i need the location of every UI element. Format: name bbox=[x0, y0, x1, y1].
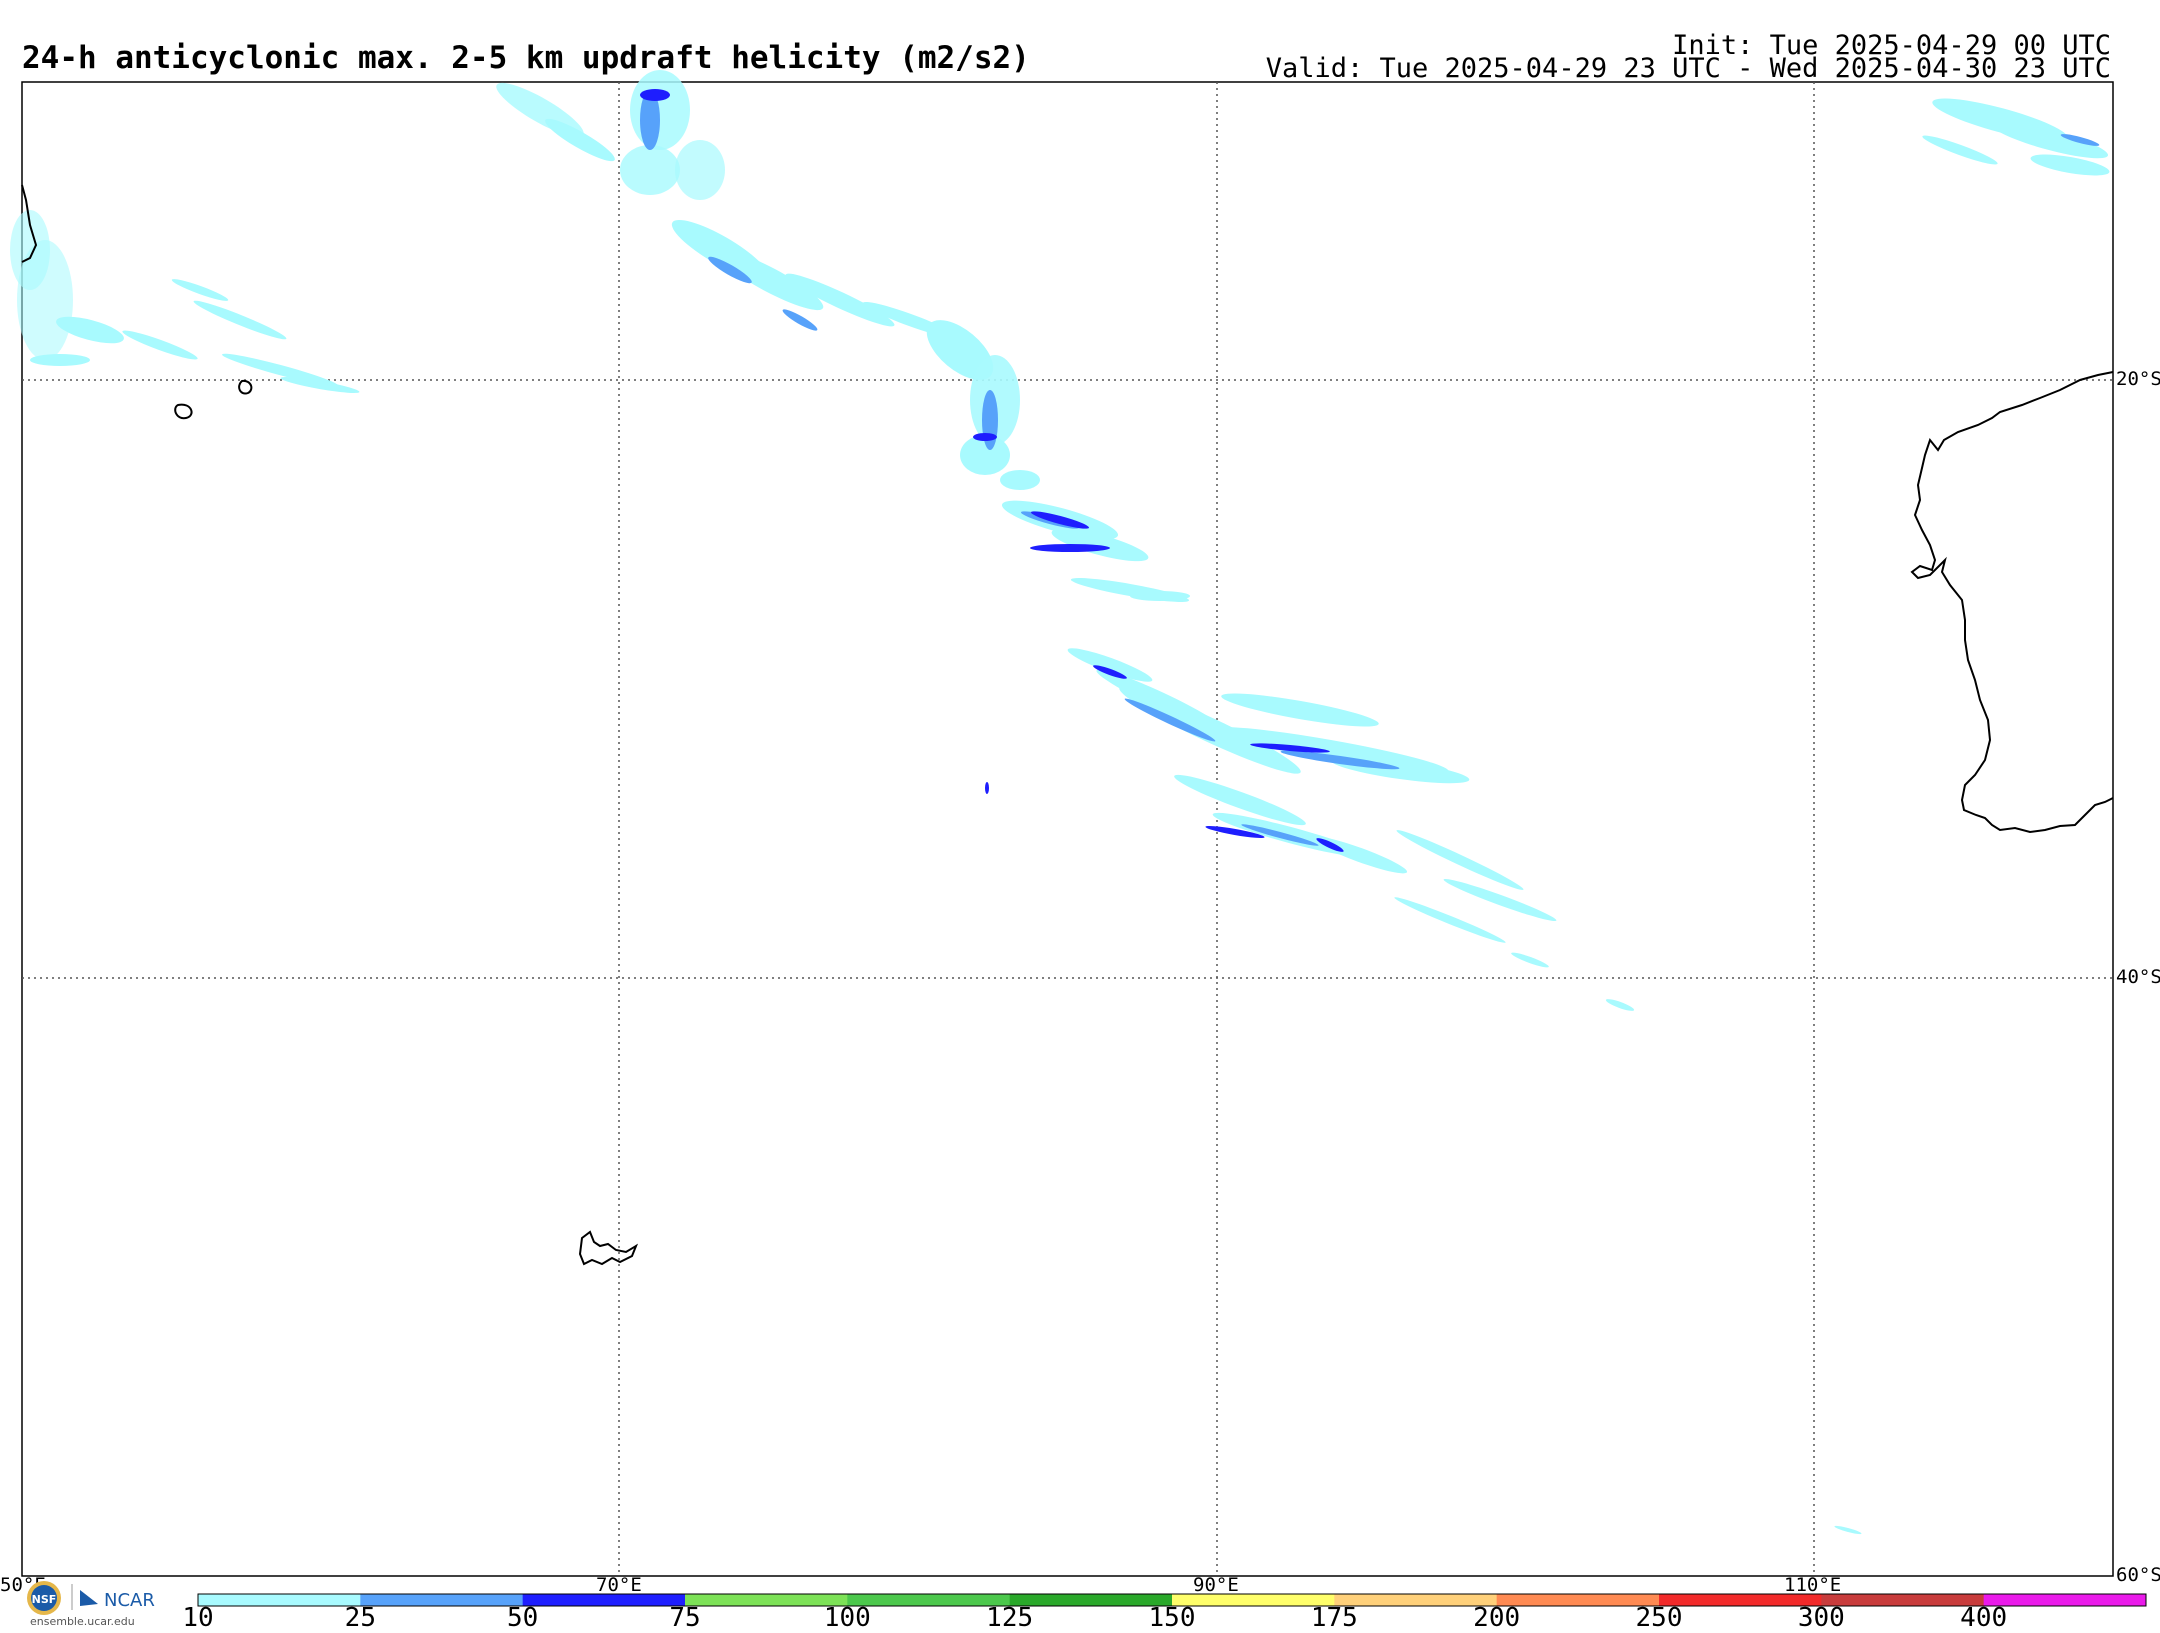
colorbar-label: 100 bbox=[823, 1603, 871, 1633]
helicity-swaths-strong bbox=[640, 89, 1344, 852]
lon-label-110e: 110°E bbox=[1784, 1574, 1842, 1596]
helicity-swaths-moderate bbox=[640, 90, 2100, 846]
colorbar-label: 175 bbox=[1310, 1603, 1358, 1633]
colorbar-swatch bbox=[1496, 1594, 1660, 1606]
kerguelen-islands bbox=[578, 1230, 639, 1266]
helicity-swaths bbox=[10, 70, 2110, 1535]
colorbar-label: 10 bbox=[182, 1603, 214, 1633]
reunion-island bbox=[174, 403, 193, 420]
lon-label-90e: 90°E bbox=[1193, 1574, 1239, 1596]
lat-label-40s: 40°S bbox=[2116, 966, 2160, 988]
mauritius-island bbox=[238, 379, 253, 395]
swath-cluster-northwest bbox=[10, 210, 360, 393]
colorbar-swatch bbox=[522, 1594, 686, 1606]
init-time: Init: Tue 2025-04-29 00 UTC bbox=[1672, 30, 2111, 61]
nsf-logo-icon: NSF bbox=[27, 1581, 61, 1615]
colorbar-swatch bbox=[847, 1594, 1011, 1606]
madagascar-coast bbox=[21, 184, 38, 263]
colorbar-swatch bbox=[1659, 1594, 1822, 1606]
map-title: 24-h anticyclonic max. 2-5 km updraft he… bbox=[22, 40, 1030, 76]
colorbar-label: 75 bbox=[669, 1603, 701, 1633]
swath-band-south bbox=[1067, 648, 1635, 1011]
colorbar-label: 125 bbox=[986, 1603, 1034, 1633]
colorbar bbox=[197, 1593, 2147, 1607]
ncar-logo-icon: NCAR bbox=[71, 1584, 155, 1611]
colorbar-label: 50 bbox=[507, 1603, 539, 1633]
colorbar-label: 400 bbox=[1960, 1603, 2008, 1633]
lon-label-70e: 70°E bbox=[596, 1574, 642, 1596]
nsf-logo-text: NSF bbox=[32, 1593, 57, 1606]
colorbar-swatch bbox=[685, 1594, 848, 1606]
map-frame bbox=[21, 81, 2114, 1577]
colorbar-swatch bbox=[198, 1594, 361, 1606]
colorbar-swatch bbox=[1821, 1594, 1985, 1606]
graticule bbox=[22, 82, 2113, 1576]
coastlines bbox=[21, 184, 2114, 1266]
colorbar-label: 200 bbox=[1473, 1603, 1521, 1633]
colorbar-label: 250 bbox=[1635, 1603, 1683, 1633]
australia-west-coast bbox=[1910, 371, 2114, 834]
colorbar-swatch bbox=[1009, 1594, 1173, 1606]
colorbar-swatch bbox=[360, 1594, 524, 1606]
colorbar-label: 150 bbox=[1148, 1603, 1196, 1633]
lat-label-60s: 60°S bbox=[2116, 1564, 2160, 1586]
ncar-logo-text: NCAR bbox=[104, 1590, 155, 1611]
swath-cluster-northeast bbox=[1922, 98, 2110, 176]
colorbar-swatch bbox=[1983, 1594, 2147, 1606]
lat-label-20s: 20°S bbox=[2116, 368, 2160, 390]
colorbar-label: 25 bbox=[344, 1603, 376, 1633]
colorbar-swatch bbox=[1334, 1594, 1498, 1606]
credit-text: ensemble.ucar.edu bbox=[30, 1615, 135, 1628]
colorbar-label: 300 bbox=[1797, 1603, 1845, 1633]
valid-time: Valid: Tue 2025-04-29 23 UTC - Wed 2025-… bbox=[1265, 53, 2111, 84]
colorbar-swatch bbox=[1172, 1594, 1335, 1606]
